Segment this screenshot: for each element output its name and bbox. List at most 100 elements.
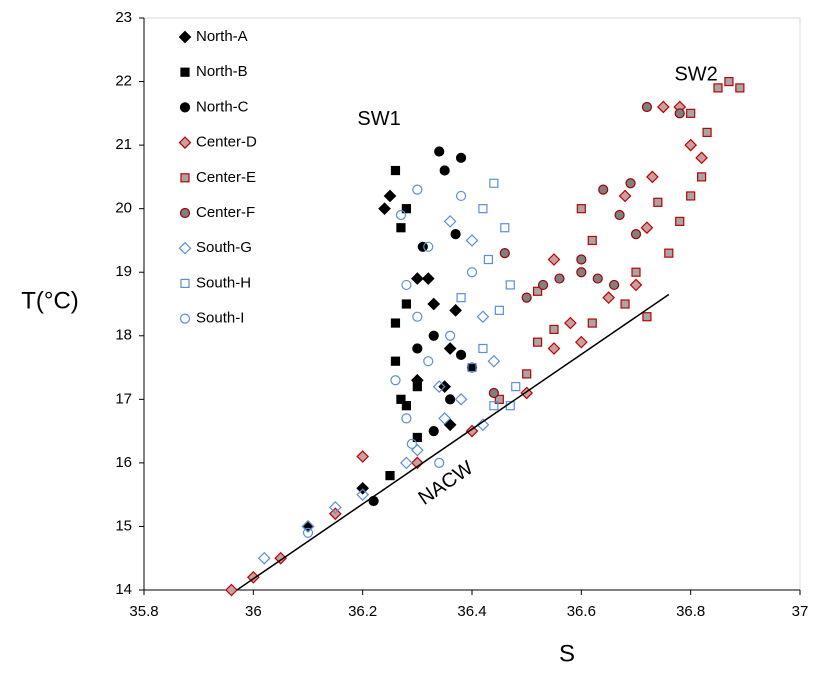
data-point xyxy=(505,280,515,290)
data-point xyxy=(686,191,696,201)
data-point xyxy=(390,356,401,366)
data-point xyxy=(686,108,696,118)
data-point xyxy=(537,279,549,291)
data-point xyxy=(401,413,412,424)
data-point xyxy=(494,305,504,315)
data-point xyxy=(587,235,597,246)
data-point xyxy=(549,324,559,335)
y-tick-label: 22 xyxy=(115,73,132,90)
data-point xyxy=(385,471,395,481)
x-tick-label: 35.8 xyxy=(129,603,158,620)
annotation: SW2 xyxy=(674,63,717,85)
data-point xyxy=(532,286,543,296)
x-tick-label: 36.6 xyxy=(567,603,596,620)
legend-marker xyxy=(179,313,191,324)
data-point xyxy=(383,189,397,203)
legend-marker xyxy=(180,67,190,77)
x-tick-label: 36.4 xyxy=(457,603,486,620)
data-point xyxy=(620,299,630,309)
y-tick-label: 18 xyxy=(115,327,132,344)
data-point xyxy=(395,209,407,221)
data-point xyxy=(417,241,428,252)
data-point xyxy=(642,312,652,322)
data-point xyxy=(328,507,342,521)
data-point xyxy=(410,456,424,470)
y-tick-label: 14 xyxy=(115,581,132,598)
data-point xyxy=(428,330,439,341)
data-point xyxy=(443,342,457,355)
legend-marker xyxy=(179,102,191,113)
x-axis-label: S xyxy=(559,640,575,667)
x-tick-label: 37 xyxy=(792,603,809,620)
data-point xyxy=(696,172,707,182)
legend-label: South-I xyxy=(196,310,244,327)
data-point xyxy=(427,297,441,311)
data-point xyxy=(455,152,467,163)
data-point xyxy=(401,279,412,291)
data-point xyxy=(428,426,439,437)
data-point xyxy=(390,375,401,386)
legend-marker xyxy=(178,136,192,149)
annotation: SW1 xyxy=(357,108,400,130)
data-point xyxy=(328,501,342,514)
data-point xyxy=(522,369,532,379)
y-tick-label: 17 xyxy=(115,390,132,407)
y-tick-label: 15 xyxy=(115,517,132,534)
data-point xyxy=(598,184,609,195)
data-point xyxy=(487,354,501,368)
data-point xyxy=(476,310,490,324)
data-point xyxy=(664,248,674,258)
data-point xyxy=(724,76,734,87)
data-point xyxy=(547,342,561,355)
x-tick-label: 36 xyxy=(245,603,262,620)
data-point xyxy=(478,204,488,214)
data-point xyxy=(521,292,532,303)
legend-label: South-H xyxy=(196,274,251,291)
y-tick-label: 20 xyxy=(115,200,132,217)
data-point xyxy=(532,337,543,347)
data-point xyxy=(631,267,641,277)
data-point xyxy=(554,273,565,284)
data-point xyxy=(735,83,745,93)
data-point xyxy=(450,228,461,240)
data-point xyxy=(439,165,450,176)
data-point xyxy=(443,418,457,432)
data-point xyxy=(434,457,445,468)
y-axis-label: T(°C) xyxy=(21,287,79,314)
data-point xyxy=(396,223,406,233)
data-point xyxy=(684,138,698,152)
data-point xyxy=(618,189,632,203)
data-point xyxy=(625,178,636,189)
legend-label: Center-D xyxy=(196,134,257,151)
data-point xyxy=(576,267,587,278)
data-point xyxy=(449,304,462,317)
data-point xyxy=(421,272,435,285)
data-point xyxy=(713,83,723,93)
data-point xyxy=(476,418,490,432)
data-point xyxy=(432,380,446,393)
data-point xyxy=(641,101,653,113)
data-point xyxy=(494,394,504,404)
data-point xyxy=(466,362,478,373)
data-point xyxy=(423,356,434,367)
legend-label: South-G xyxy=(196,239,252,256)
legend-marker xyxy=(178,241,192,255)
data-point xyxy=(410,272,424,285)
data-point xyxy=(445,394,456,405)
legend-label: North-B xyxy=(196,63,248,80)
y-tick-label: 16 xyxy=(115,454,132,471)
data-point xyxy=(488,387,499,399)
data-point xyxy=(640,221,654,235)
reference-label: NACW xyxy=(414,457,477,510)
x-tick-label: 36.8 xyxy=(676,603,705,620)
data-point xyxy=(390,165,401,176)
legend-label: North-C xyxy=(196,98,249,115)
data-point xyxy=(592,273,603,284)
y-tick-label: 19 xyxy=(115,263,132,280)
data-point xyxy=(587,318,597,328)
data-point xyxy=(356,450,370,463)
data-point xyxy=(434,146,445,157)
data-point xyxy=(576,254,587,265)
data-point xyxy=(302,527,314,538)
